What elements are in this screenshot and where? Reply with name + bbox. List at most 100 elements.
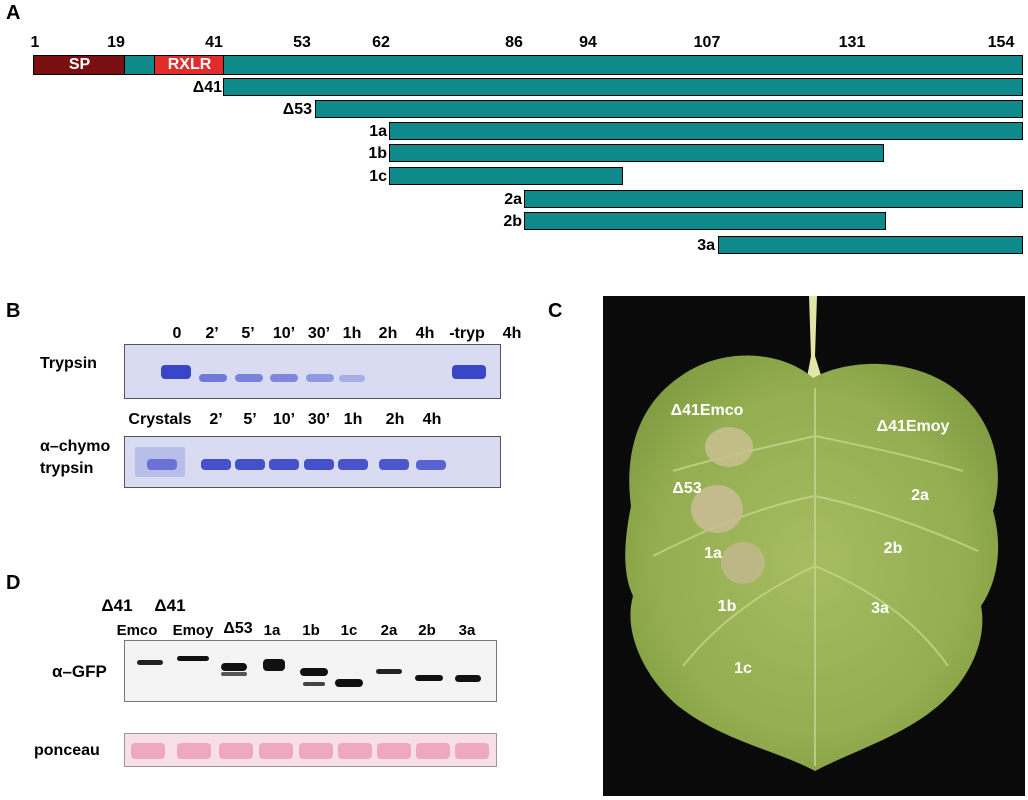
tick-62: 62 — [372, 34, 390, 51]
trypsin-band-5min — [235, 374, 263, 382]
blot-lane-1c: 1c — [340, 622, 358, 639]
gfp-band-2a — [376, 669, 402, 674]
blot-lane-2b: 2b — [418, 622, 436, 639]
gfp-band-1c — [335, 679, 363, 687]
chymo-lane-1h: 1h — [343, 411, 363, 428]
blot-lane-d41emco-bottom: Emco — [116, 622, 158, 639]
tick-1: 1 — [30, 34, 40, 51]
chymo-band-5min — [235, 459, 265, 470]
trypsin-lane-5min: 5’ — [241, 325, 255, 342]
trypsin-band-notryp — [452, 365, 486, 379]
trypsin-lane-4h-control: 4h — [502, 325, 522, 342]
anti-gfp-blot — [124, 640, 497, 702]
chymo-lane-5min: 5’ — [243, 411, 257, 428]
tick-86: 86 — [505, 34, 523, 51]
gfp-band-1b-upper — [300, 668, 328, 676]
lesion-1a — [721, 542, 765, 584]
leaf-label-1a: 1a — [704, 545, 722, 562]
chymotrypsin-label-line1: α–chymo — [40, 438, 111, 455]
ponceau-band-6 — [338, 743, 372, 759]
construct-bar-3a — [718, 236, 1023, 254]
trypsin-lane-0: 0 — [172, 325, 182, 342]
chymotrypsin-gel — [124, 436, 501, 488]
ponceau-stain — [124, 733, 497, 767]
trypsin-band-30min — [306, 374, 334, 382]
tick-107: 107 — [693, 34, 721, 51]
blot-lane-d41emoy-top: Δ41 — [154, 596, 186, 615]
gfp-band-d41emco — [137, 660, 163, 665]
chymo-lane-2h: 2h — [385, 411, 405, 428]
leaf-image — [625, 296, 999, 771]
leaf-photo: Δ41Emco Δ41Emoy Δ53 2a 1a 2b 1b 3a 1c — [603, 296, 1025, 796]
trypsin-band-2min — [199, 374, 227, 382]
blot-lane-1a: 1a — [263, 622, 281, 639]
tick-94: 94 — [579, 34, 597, 51]
gfp-band-d53-lower — [221, 672, 247, 676]
construct-bar-1a — [389, 122, 1023, 140]
anti-gfp-label: α–GFP — [52, 662, 107, 681]
gfp-band-d41emoy — [177, 656, 209, 661]
linker-segment — [124, 55, 156, 75]
trypsin-lane-10min: 10’ — [272, 325, 296, 342]
ponceau-band-4 — [259, 743, 293, 759]
chymo-lane-10min: 10’ — [272, 411, 296, 428]
panel-d-letter: D — [6, 572, 21, 594]
chymo-lane-4h: 4h — [422, 411, 442, 428]
chymo-band-1h — [338, 459, 368, 470]
trypsin-lane-1h: 1h — [342, 325, 362, 342]
ponceau-band-7 — [377, 743, 411, 759]
construct-label-1c: 1c — [369, 168, 387, 185]
chymo-band-crystals — [147, 459, 177, 470]
construct-label-1b: 1b — [368, 145, 387, 162]
trypsin-lane-30min: 30’ — [307, 325, 331, 342]
gfp-band-3a — [455, 675, 481, 682]
construct-label-1a: 1a — [369, 123, 387, 140]
chymo-lane-30min: 30’ — [307, 411, 331, 428]
trypsin-lane-2min: 2’ — [205, 325, 219, 342]
construct-label-d53: Δ53 — [282, 101, 312, 118]
tick-154: 154 — [987, 34, 1015, 51]
effector-domain-segment — [223, 55, 1023, 75]
trypsin-lane-notryp: -tryp — [449, 325, 485, 342]
chymo-lane-2min: 2’ — [209, 411, 223, 428]
construct-label-2b: 2b — [503, 213, 522, 230]
blot-lane-d41emoy-bottom: Emoy — [172, 622, 214, 639]
construct-bar-2a — [524, 190, 1023, 208]
leaf-label-d41emoy: Δ41Emoy — [876, 418, 950, 435]
trypsin-lane-2h: 2h — [378, 325, 398, 342]
leaf-label-1b: 1b — [717, 598, 737, 615]
construct-bar-1c — [389, 167, 623, 185]
ponceau-band-8 — [416, 743, 450, 759]
panel-b-letter: B — [6, 300, 21, 322]
rxlr-label: RXLR — [167, 56, 212, 73]
trypsin-band-10min — [270, 374, 298, 382]
leaf-label-d41emco: Δ41Emco — [670, 402, 744, 419]
panel-a-letter: A — [6, 2, 21, 24]
chymo-band-2h — [379, 459, 409, 470]
petiole — [805, 296, 825, 388]
ponceau-band-1 — [131, 743, 165, 759]
chymo-lane-crystals: Crystals — [128, 411, 192, 428]
construct-label-3a: 3a — [697, 237, 715, 254]
blot-lane-d41emco-top: Δ41 — [101, 596, 133, 615]
gfp-band-d53-upper — [221, 663, 247, 671]
blot-lane-3a: 3a — [458, 622, 476, 639]
construct-label-2a: 2a — [504, 191, 522, 208]
chymo-band-2min — [201, 459, 231, 470]
blot-lane-2a: 2a — [380, 622, 398, 639]
chymo-band-10min — [269, 459, 299, 470]
sp-label: SP — [68, 56, 91, 73]
ponceau-band-2 — [177, 743, 211, 759]
gfp-band-1b-lower — [303, 682, 325, 686]
chymotrypsin-label-line2: trypsin — [40, 460, 94, 477]
construct-bar-d41 — [223, 78, 1023, 96]
construct-bar-d53 — [315, 100, 1023, 118]
trypsin-band-0 — [161, 365, 191, 379]
construct-bar-2b — [524, 212, 886, 230]
leaf-label-2b: 2b — [883, 540, 903, 557]
tick-131: 131 — [838, 34, 866, 51]
blot-lane-1b: 1b — [302, 622, 320, 639]
leaf-label-2a: 2a — [911, 487, 929, 504]
chymo-band-4h — [416, 460, 446, 470]
chymo-band-30min — [304, 459, 334, 470]
